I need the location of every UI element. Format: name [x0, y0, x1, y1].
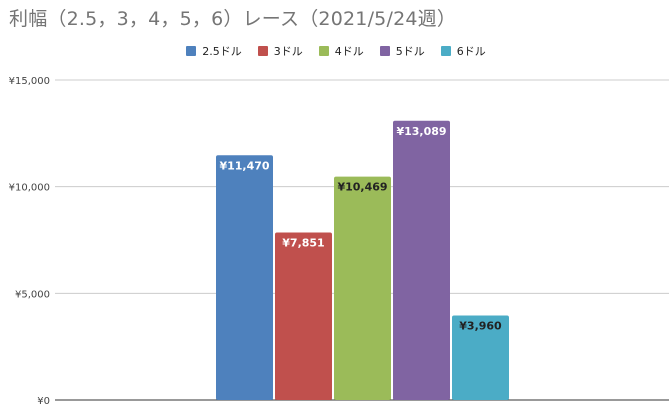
legend: 2.5ドル 3ドル 4ドル 5ドル 6ドル — [0, 43, 672, 59]
legend-label: 4ドル — [334, 45, 364, 58]
legend-swatch — [440, 46, 451, 56]
y-tick-label: ¥15,000 — [9, 76, 50, 87]
bar — [275, 232, 332, 400]
bar — [216, 155, 273, 400]
chart-title: 利幅（2.5，3，4，5，6）レース（2021/5/24週） — [9, 8, 457, 30]
bar — [334, 176, 391, 400]
bar-data-label: ¥13,089 — [396, 125, 446, 138]
legend-label: 5ドル — [395, 45, 425, 58]
legend-item: 3ドル — [257, 43, 303, 59]
bar-data-label: ¥3,960 — [459, 320, 502, 333]
bar-data-label: ¥11,470 — [219, 159, 269, 172]
legend-label: 6ドル — [456, 45, 486, 58]
legend-item: 4ドル — [318, 43, 364, 59]
bar-data-label: ¥10,469 — [337, 181, 387, 194]
bar — [393, 120, 450, 400]
legend-label: 3ドル — [273, 45, 303, 58]
legend-swatch — [318, 46, 329, 56]
legend-item: 6ドル — [440, 43, 486, 59]
legend-swatch — [379, 46, 390, 56]
legend-swatch — [186, 46, 197, 56]
legend-item: 5ドル — [379, 43, 425, 59]
y-tick-label: ¥10,000 — [9, 183, 50, 194]
legend-item: 2.5ドル — [186, 43, 242, 59]
bar-data-label: ¥7,851 — [282, 237, 324, 250]
y-tick-label: ¥5,000 — [15, 289, 50, 300]
legend-swatch — [257, 46, 268, 56]
y-tick-label: ¥0 — [37, 396, 50, 407]
legend-label: 2.5ドル — [202, 45, 242, 58]
bar — [452, 315, 509, 400]
